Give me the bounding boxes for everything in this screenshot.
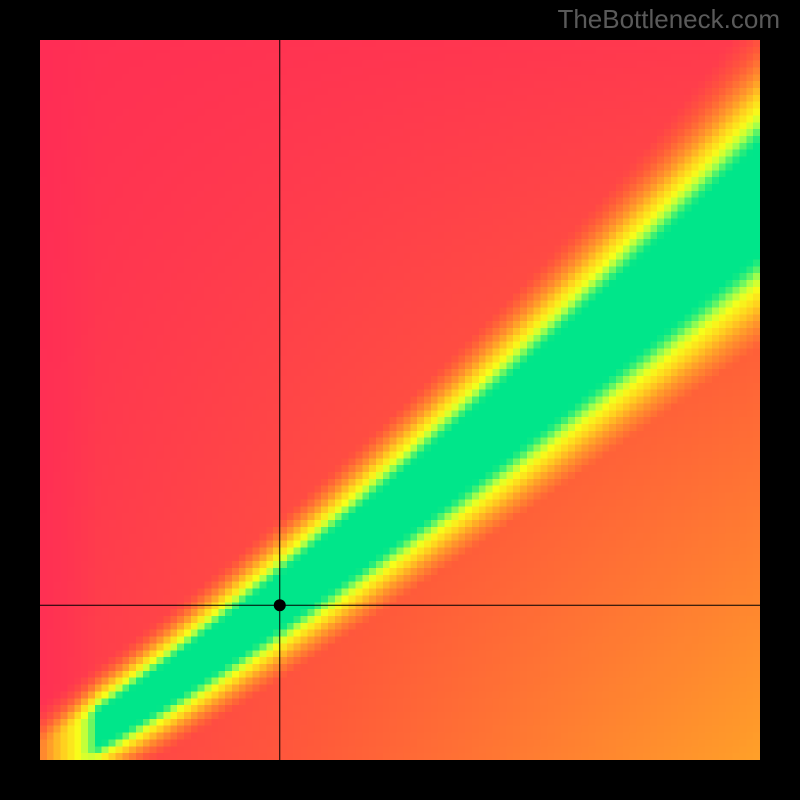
chart-container: TheBottleneck.com: [0, 0, 800, 800]
bottleneck-heatmap: [40, 40, 760, 760]
attribution-text: TheBottleneck.com: [557, 4, 780, 35]
